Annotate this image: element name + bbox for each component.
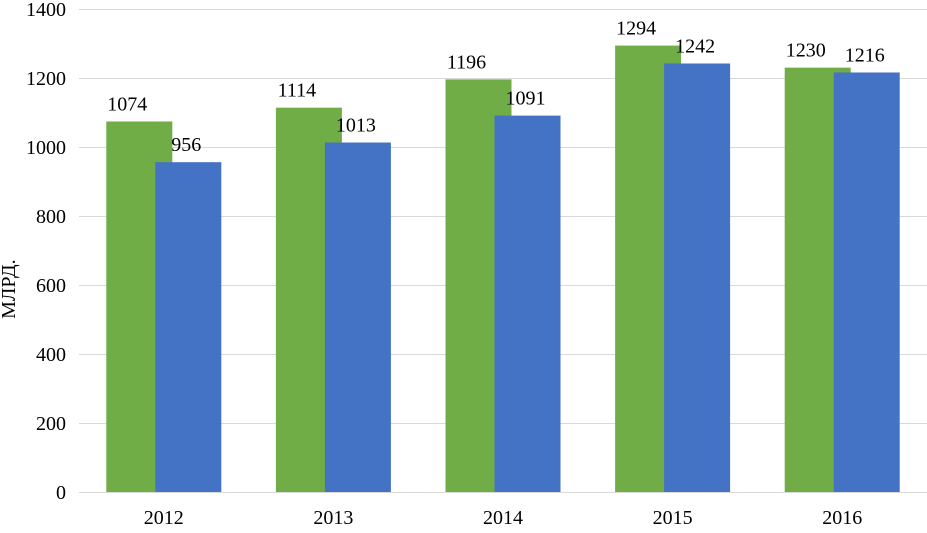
y-tick-label: 0 [56,482,66,504]
x-tick-label-2015: 2015 [653,507,693,528]
data-label-series-1-2016: 1230 [786,40,826,62]
axes: 0 200 400 600 800 1000 1200 1400 2012 2013 2014 201… [26,0,927,529]
x-tick-label-2012: 2012 [144,507,184,528]
bar-series-2-2015 [664,63,731,492]
y-tick-label: 1200 [26,68,66,90]
x-tick-label-2013: 2013 [313,507,353,528]
data-label-series-1-2014: 1196 [447,51,486,73]
data-label-series-1-2012: 1074 [107,93,147,115]
y-tick-label: 200 [36,413,66,435]
y-tick-label: 1000 [26,137,66,159]
y-tick-label: 600 [36,275,66,297]
data-label-series-2-2016: 1216 [845,44,885,66]
y-tick-label: 1400 [26,0,66,21]
y-tick-label: 400 [36,344,66,366]
data-label-series-1-2013: 1114 [278,80,317,102]
bars [106,45,900,493]
bar-series-2-2013 [324,142,391,492]
x-tick-label-2016: 2016 [822,507,862,528]
x-tick-label-2014: 2014 [483,507,523,528]
bar-series-2-2014 [494,115,561,492]
data-label-series-2-2015: 1242 [675,36,715,58]
data-label-series-2-2013: 1013 [336,115,376,137]
y-axis-title: МЛРД. [0,259,20,319]
data-label-series-2-2014: 1091 [506,88,546,110]
data-label-series-1-2015: 1294 [616,18,656,40]
bar-series-2-2016 [833,72,900,492]
data-labels: 1074 956 1114 1013 1196 1091 1294 1242 1230 1216 [107,18,884,157]
y-tick-label: 800 [36,206,66,228]
data-label-series-2-2012: 956 [171,134,201,156]
bar-series-2-2012 [155,162,222,492]
